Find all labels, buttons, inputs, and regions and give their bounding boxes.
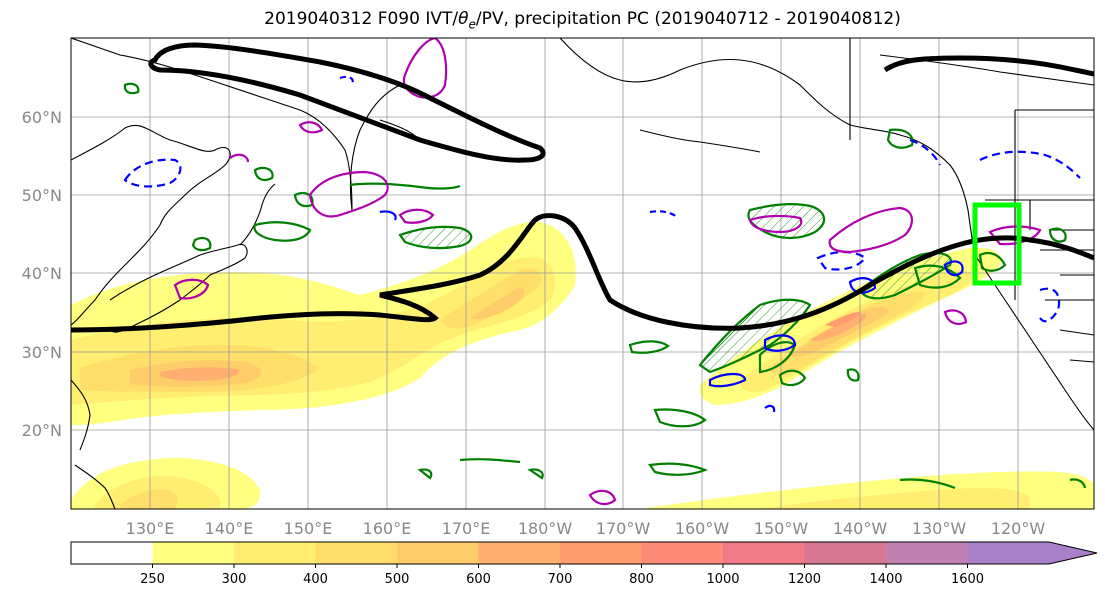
lat-label: 60°N bbox=[22, 108, 62, 127]
title-theta-subscript: e bbox=[468, 17, 476, 32]
colorbar-tick-label: 1400 bbox=[869, 572, 902, 587]
colorbar-segment bbox=[152, 542, 235, 564]
colorbar-segment bbox=[478, 542, 561, 564]
colorbar-segment bbox=[723, 542, 805, 564]
colorbar-tick-label: 800 bbox=[629, 572, 654, 587]
lat-label: 50°N bbox=[22, 186, 62, 205]
lat-label: 40°N bbox=[22, 264, 62, 283]
title-suffix: /PV, precipitation PC (2019040712 - 2019… bbox=[475, 9, 901, 29]
colorbar-tick-label: 250 bbox=[140, 572, 165, 587]
lon-label: 170°W bbox=[596, 519, 651, 538]
colorbar-tick-label: 1000 bbox=[706, 572, 739, 587]
lon-label: 160°W bbox=[675, 519, 730, 538]
colorbar-segment bbox=[397, 542, 479, 564]
colorbar-tick-label: 1600 bbox=[951, 572, 984, 587]
colorbar-segment bbox=[560, 542, 642, 564]
lon-label: 160°E bbox=[363, 519, 412, 538]
colorbar-tick-label: 300 bbox=[222, 572, 247, 587]
lon-label: 120°W bbox=[991, 519, 1046, 538]
lon-label: 140°W bbox=[833, 519, 888, 538]
latitude-labels: 60°N 50°N 40°N 30°N 20°N bbox=[22, 108, 62, 440]
lon-label: 170°E bbox=[442, 519, 491, 538]
colorbar-segment bbox=[967, 542, 1097, 564]
lon-label: 130°E bbox=[126, 519, 175, 538]
colorbar-segment bbox=[886, 542, 968, 564]
graticule bbox=[71, 38, 1094, 509]
colorbar-outline bbox=[70, 541, 1098, 565]
colorbar-segment bbox=[234, 542, 316, 564]
title-prefix: 2019040312 F090 IVT/ bbox=[264, 9, 459, 29]
colorbar-segment bbox=[315, 542, 398, 564]
map-border bbox=[70, 37, 1095, 510]
colorbar-tick-label: 400 bbox=[303, 572, 328, 587]
colorbar-tick-label: 500 bbox=[385, 572, 410, 587]
lat-label: 20°N bbox=[22, 421, 62, 440]
map-title: 2019040312 F090 IVT/θe/PV, precipitation… bbox=[0, 9, 1105, 31]
lon-label: 180°W bbox=[518, 519, 573, 538]
colorbar-segment bbox=[71, 542, 153, 564]
lon-label: 130°W bbox=[912, 519, 967, 538]
colorbar-tick-label: 1200 bbox=[788, 572, 821, 587]
theta-e-contours-blue bbox=[123, 75, 1081, 413]
colorbar: 250 300 400 500 600 700 800 1000 1200 1400 1600 bbox=[70, 541, 1098, 587]
colorbar-tick-label: 600 bbox=[466, 572, 491, 587]
lon-label: 150°E bbox=[284, 519, 333, 538]
precipitation-shading bbox=[71, 221, 1094, 509]
colorbar-tick-label: 700 bbox=[548, 572, 573, 587]
colorbar-segment bbox=[804, 542, 887, 564]
lon-label: 150°W bbox=[754, 519, 809, 538]
colorbar-segment bbox=[641, 542, 724, 564]
longitude-labels: 130°E 140°E 150°E 160°E 170°E 180°W 170°… bbox=[126, 519, 1046, 538]
ivt-contour bbox=[71, 42, 1094, 333]
lat-label: 30°N bbox=[22, 343, 62, 362]
theta-e-hatching bbox=[400, 204, 951, 372]
lon-label: 140°E bbox=[205, 519, 254, 538]
target-box bbox=[972, 202, 1022, 286]
title-theta: θ bbox=[458, 9, 469, 29]
